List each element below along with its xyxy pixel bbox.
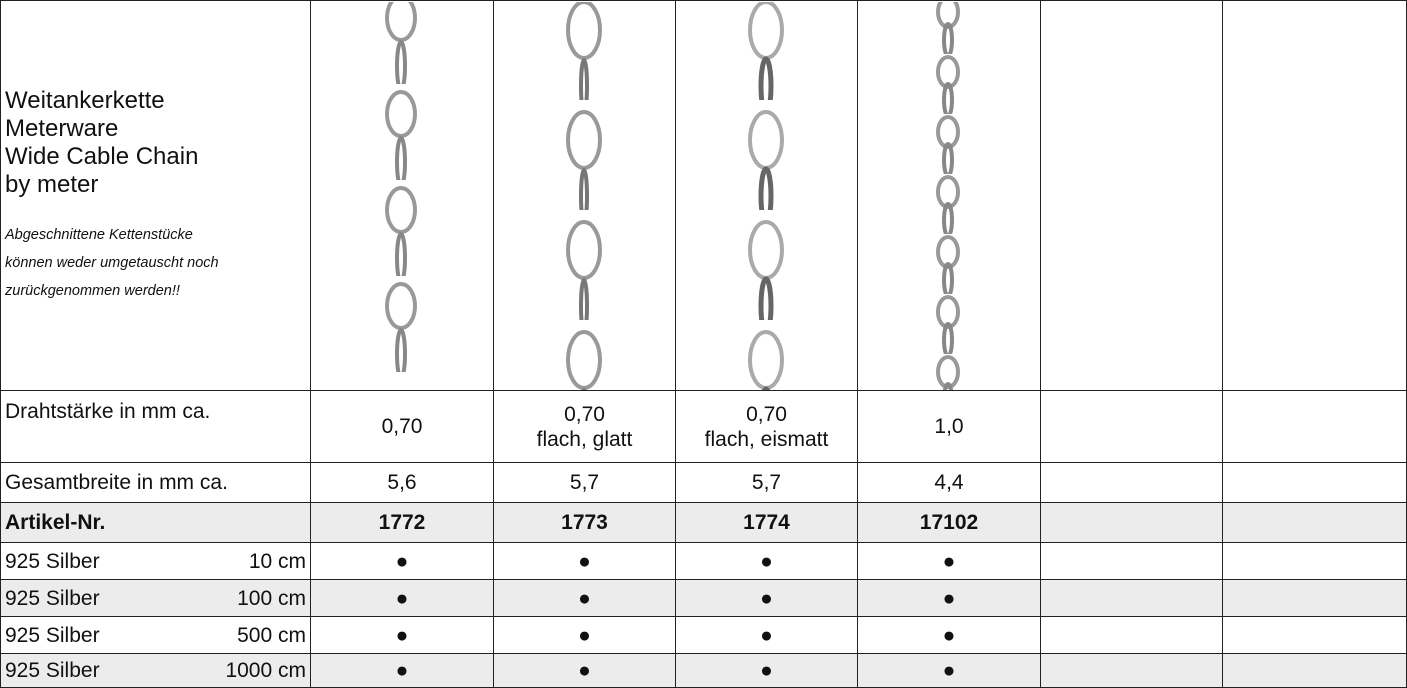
row-label: 925 Silber (5, 586, 100, 610)
row-label: 925 Silber (5, 623, 100, 647)
cell: ● (310, 542, 494, 580)
cell: ● (857, 616, 1041, 654)
row: Drahtstärke in mm ca. 0,70 0,70 flach, gl… (0, 390, 1407, 463)
cell: ● (857, 542, 1041, 580)
cell: ● (675, 616, 858, 654)
cell: 4,4 (857, 462, 1041, 503)
cell: ● (310, 616, 494, 654)
cell-line: flach, glatt (536, 427, 633, 451)
cell-line: flach, eismatt (704, 427, 829, 451)
cell: 1,0 (857, 390, 1041, 463)
row: 925 Silber 1000 cm ● ● ● ● (0, 653, 1407, 688)
row: Gesamtbreite in mm ca. 5,6 5,7 5,7 4,4 (0, 462, 1407, 503)
description-cell: Weitankerkette Meterware Wide Cable Chai… (0, 0, 311, 391)
cell: ● (493, 579, 676, 617)
cell: ● (310, 579, 494, 617)
length: 100 cm (237, 586, 306, 610)
length: 10 cm (248, 549, 306, 573)
cell: 5,7 (675, 462, 858, 503)
cell: ● (857, 579, 1041, 617)
cell: 1772 (310, 502, 494, 543)
cell: 17102 (857, 502, 1041, 543)
cell-line: 0,70 (746, 402, 787, 426)
cell: 5,7 (493, 462, 676, 503)
row-label: Drahtstärke in mm ca. (0, 390, 311, 463)
row: Artikel-Nr. 1772 1773 1774 17102 (0, 502, 1407, 543)
title-line: by meter (5, 170, 99, 198)
cell-line: 0,70 (564, 402, 605, 426)
cell: ● (493, 653, 676, 688)
note-line: können weder umgetauscht noch (5, 254, 219, 271)
note-line: zurückgenommen werden!! (5, 282, 180, 299)
row-label: 925 Silber (5, 659, 100, 682)
cell: 0,70 flach, glatt (493, 390, 676, 463)
cell: ● (675, 653, 858, 688)
row-label: 925 Silber (5, 549, 100, 573)
title-line: Wide Cable Chain (5, 142, 199, 170)
chain-image (555, 1, 615, 390)
cell: 1774 (675, 502, 858, 543)
cell: 5,6 (310, 462, 494, 503)
cell: ● (857, 653, 1041, 688)
cell: ● (675, 542, 858, 580)
chain-image (920, 1, 980, 390)
cell: ● (310, 653, 494, 688)
cell: ● (493, 542, 676, 580)
image-row: Weitankerkette Meterware Wide Cable Chai… (0, 0, 1407, 391)
row: 925 Silber 500 cm ● ● ● ● (0, 616, 1407, 654)
title-line: Meterware (5, 114, 119, 142)
cell: ● (493, 616, 676, 654)
length: 500 cm (237, 623, 306, 647)
chain-image (737, 1, 797, 390)
cell: 0,70 (310, 390, 494, 463)
row: 925 Silber 10 cm ● ● ● ● (0, 542, 1407, 580)
cell-line: 0,70 (381, 415, 423, 438)
row: 925 Silber 100 cm ● ● ● ● (0, 579, 1407, 617)
title-line: Weitankerkette (5, 86, 165, 114)
row-label: Gesamtbreite in mm ca. (0, 462, 311, 503)
cell: ● (675, 579, 858, 617)
cell: 1773 (493, 502, 676, 543)
chain-image (373, 1, 433, 376)
note-line: Abgeschnittene Kettenstücke (5, 226, 193, 243)
row-label: Artikel-Nr. (0, 502, 311, 543)
cell: 0,70 flach, eismatt (675, 390, 858, 463)
cell-line: 1,0 (934, 415, 964, 438)
length: 1000 cm (225, 659, 306, 682)
